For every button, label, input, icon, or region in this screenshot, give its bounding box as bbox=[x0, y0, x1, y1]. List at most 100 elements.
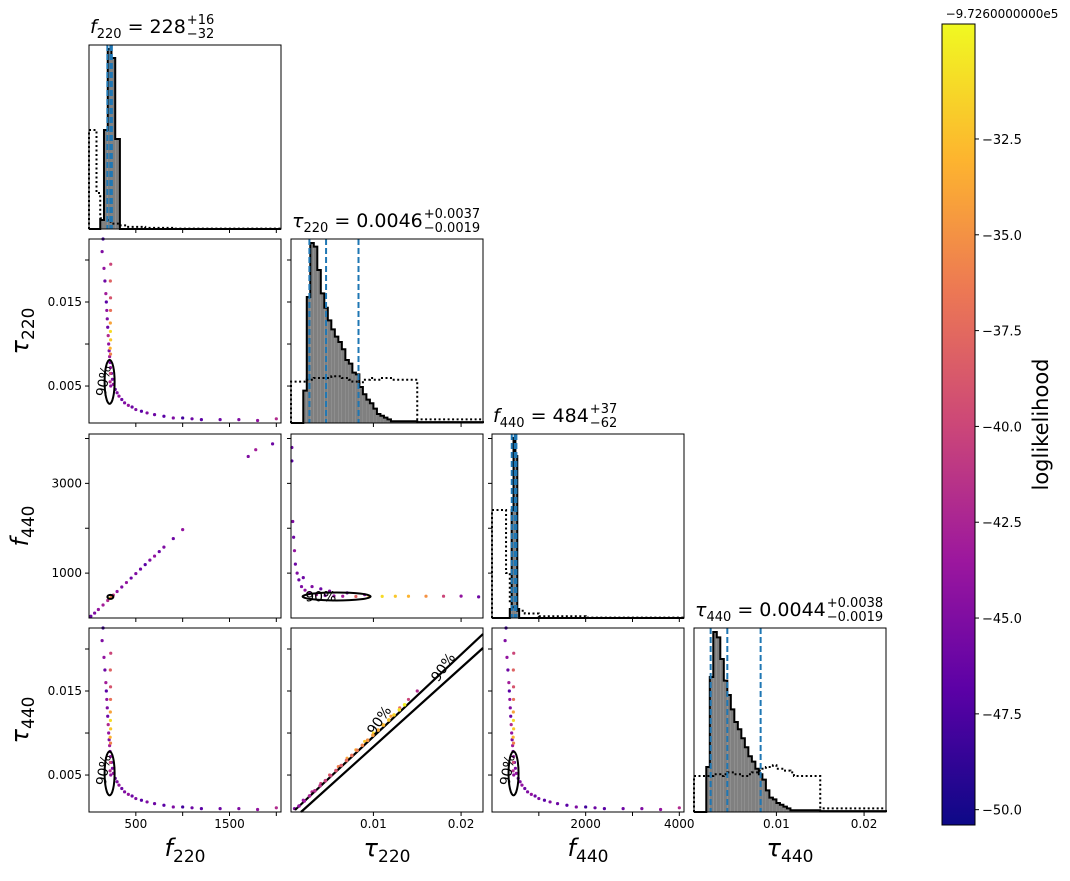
posterior-bar-tau440-3 bbox=[713, 632, 717, 812]
hist-frame-f220 bbox=[88, 44, 282, 230]
y-tick-label-f440-0: 3000 bbox=[51, 476, 82, 490]
scatter-tau440-f220-point-9 bbox=[106, 723, 110, 727]
colorbar-tick-label-1: −35.0 bbox=[982, 229, 1022, 244]
scatter-tau220-f220-point-43 bbox=[108, 329, 113, 334]
posterior-bar-tau220-9 bbox=[331, 329, 335, 423]
colorbar-label: loglikelihood bbox=[1029, 358, 1053, 490]
scatter-tau220-f220-point-20 bbox=[117, 394, 121, 398]
scatter-tau440-f440-point-19 bbox=[518, 780, 522, 784]
y-axis-label-0: τ220 bbox=[6, 308, 39, 355]
posterior-outline-f440 bbox=[492, 437, 684, 619]
scatter-f440-f220-point-2 bbox=[96, 607, 100, 612]
scatter-tau440-f440-point-29 bbox=[565, 803, 569, 807]
y-axis-label-1: f440 bbox=[6, 506, 39, 547]
band-point-2 bbox=[307, 794, 312, 798]
posterior-bar-tau220-10 bbox=[334, 336, 339, 423]
scatter-f440-tau220-point-29 bbox=[301, 576, 305, 580]
posterior-bar-tau440-19 bbox=[769, 797, 773, 812]
posterior-bar-tau440-18 bbox=[765, 790, 770, 812]
scatter-tau440-f220-point-25 bbox=[134, 796, 138, 801]
title-lower-f440: −62 bbox=[590, 416, 617, 431]
scatter-tau440-f220-point-7 bbox=[105, 706, 109, 710]
scatter-tau440-f440-point-17 bbox=[514, 771, 518, 775]
scatter-tau220-f220-point-46 bbox=[108, 352, 113, 356]
scatter-f440-tau220-point-12 bbox=[323, 593, 327, 598]
hist-frame-f440 bbox=[491, 433, 685, 619]
scatter-tau220-f220-point-24 bbox=[130, 405, 134, 409]
scatter-tau440-f220-point-24 bbox=[130, 794, 134, 798]
scatter-tau440-f220-point-38 bbox=[108, 685, 113, 689]
scatter-f440-tau220-point-5 bbox=[293, 562, 297, 566]
scatter-tau220-f220-point-10 bbox=[107, 342, 111, 346]
title-upper-f220: +16 bbox=[187, 13, 214, 28]
scatter-tau440-tau220-point-11 bbox=[389, 714, 393, 718]
scatter-tau220-f220-point-12 bbox=[108, 355, 112, 359]
scatter-tau440-f220-point-20 bbox=[117, 783, 121, 787]
scatter-tau220-f220-point-39 bbox=[108, 279, 112, 283]
colorbar-tick-label-0: −32.5 bbox=[982, 133, 1022, 148]
scatter-f440-f220-point-22 bbox=[254, 448, 258, 452]
band-point-16 bbox=[381, 723, 386, 727]
scatter-tau440-f440-point-48 bbox=[511, 769, 515, 773]
scatter-tau440-f440-point-49 bbox=[512, 773, 516, 777]
title-lower-tau220: −0.0019 bbox=[424, 221, 480, 236]
contour-label-6: 90% bbox=[498, 753, 519, 786]
scatter-f440-f220 bbox=[89, 442, 275, 618]
scatter-tau440-f220-point-22 bbox=[122, 790, 127, 794]
band-point-20 bbox=[402, 703, 407, 707]
scatter-f440-f220-point-14 bbox=[143, 562, 147, 567]
x-tick-label-tau220-1: 0.02 bbox=[448, 817, 475, 831]
posterior-bar-tau220-19 bbox=[366, 399, 370, 423]
posterior-bar-tau440-7 bbox=[727, 695, 731, 812]
posterior-bar-tau220-18 bbox=[362, 394, 367, 423]
band-point-17 bbox=[386, 718, 391, 722]
band-point-18 bbox=[392, 713, 396, 717]
scatter-tau440-f440-point-37 bbox=[677, 806, 681, 810]
scatter-tau440-f220-point-36 bbox=[255, 807, 260, 812]
scatter-tau440-f440-point-20 bbox=[520, 783, 524, 787]
posterior-bar-tau220-17 bbox=[359, 387, 363, 423]
band-point-19 bbox=[397, 708, 402, 712]
x-axis-label-0: f220 bbox=[165, 834, 206, 867]
scatter-f440-f220-point-15 bbox=[148, 558, 152, 562]
scatter-f440-tau220-point-14 bbox=[341, 594, 345, 598]
scatter-tau440-tau220-point-14 bbox=[415, 689, 419, 693]
scatter-f440-tau220-point-22 bbox=[459, 594, 463, 598]
scatter-tau440-f220-point-33 bbox=[199, 807, 203, 811]
scatter-tau440-f440-point-24 bbox=[533, 794, 537, 798]
scatter-tau220-f220-point-23 bbox=[126, 403, 130, 407]
band-point-3 bbox=[313, 789, 317, 793]
scatter-tau440-f440-point-47 bbox=[511, 760, 515, 765]
scatter-tau440-f220-point-40 bbox=[109, 651, 113, 655]
scatter-tau440-f220-point-29 bbox=[162, 803, 166, 807]
scatter-tau440-f220 bbox=[100, 626, 278, 812]
band-point-6 bbox=[328, 773, 333, 778]
prior-hist-f220 bbox=[88, 129, 281, 230]
band-point-15 bbox=[376, 728, 381, 732]
scatter-tau440-f220-point-41 bbox=[108, 697, 113, 702]
title-tau220: τ220 = 0.0046 bbox=[292, 210, 423, 236]
panel-tau440-tau220 bbox=[290, 627, 484, 813]
scatter-f440-f220-point-12 bbox=[134, 571, 138, 576]
scatter-tau440-f440-point-25 bbox=[537, 796, 541, 801]
scatter-tau440-f440-point-28 bbox=[555, 801, 560, 806]
scatter-tau220-f220-point-32 bbox=[190, 417, 194, 421]
scatter-tau440-f220-point-30 bbox=[171, 805, 175, 809]
hist-frame-tau220 bbox=[290, 238, 484, 424]
contour-tau220-f220 bbox=[103, 358, 116, 405]
x-tick-label-f220-1: 1500 bbox=[214, 817, 245, 831]
posterior-bar-tau220-15 bbox=[352, 372, 356, 423]
posterior-bar-tau440-22 bbox=[779, 804, 784, 812]
posterior-bar-tau440-8 bbox=[730, 709, 735, 812]
band-point-4 bbox=[318, 783, 322, 788]
scatter-tau220-f220-point-40 bbox=[109, 262, 113, 266]
scatter-tau220-f220-point-0 bbox=[100, 250, 104, 254]
panel-f440-f220 bbox=[88, 433, 282, 619]
scatter-f440-f220-point-0 bbox=[89, 614, 93, 618]
scatter-tau440-f440-point-36 bbox=[658, 807, 663, 812]
scatter-tau220-f220-point-27 bbox=[145, 411, 149, 415]
scatter-tau220-f220-point-19 bbox=[115, 391, 119, 395]
scatter-tau440-f440-point-38 bbox=[511, 685, 516, 689]
contour-label-5: 90% bbox=[428, 650, 459, 685]
panel-tau220-f220 bbox=[88, 238, 282, 424]
